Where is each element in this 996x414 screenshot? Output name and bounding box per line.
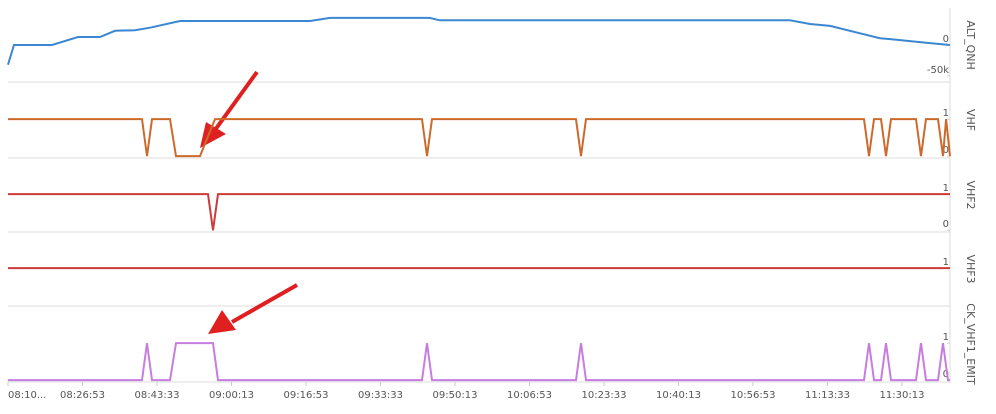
y-tick-label: -50k [927,65,949,76]
y-tick-label: 1 [943,332,949,343]
x-tick-label: 09:00:13 [209,390,254,401]
panel-label: VHF3 [964,254,977,283]
x-tick-label: 09:33:33 [358,390,403,401]
x-tick-label: 08:43:33 [135,390,180,401]
x-tick-label: 11:13:33 [805,390,850,401]
x-tick-label: 10:56:53 [731,390,776,401]
x-tick-label: 10:06:53 [507,390,552,401]
panel-label: CK_VHF1_EMIT [964,303,977,385]
y-tick-label: 1 [943,108,949,119]
series-line [8,118,951,158]
x-tick-label: 09:50:13 [433,390,478,401]
arrows [200,70,298,334]
series-line [8,342,950,382]
y-tick-label: 0 [943,369,949,380]
x-tick-label: 10:40:13 [656,390,701,401]
panel-label: VHF [964,109,977,131]
series-line [7,16,951,65]
y-tick-label: 0 [943,34,949,45]
panel-label: VHF2 [964,180,977,209]
y-tick-label: 0 [943,219,949,230]
series-line [8,193,950,231]
x-tick-label: 11:30:13 [880,390,925,401]
x-tick-label: 09:16:53 [284,390,329,401]
panel-label: ALT_QNH [964,20,977,70]
y-tick-label: 1 [943,183,949,194]
y-tick-label: 1 [943,257,949,268]
y-tick-label: 0 [943,145,949,156]
x-tick-label: 08:10... [8,390,46,401]
x-tick-label: 08:26:53 [60,390,105,401]
x-tick-label: 10:23:33 [582,390,627,401]
